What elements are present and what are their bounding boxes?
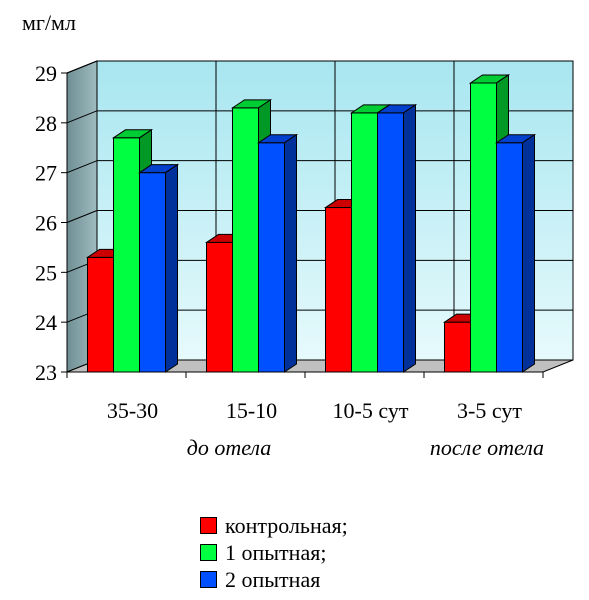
group-label-before: до отела [187,435,272,460]
y-tick-label: 24 [35,310,57,335]
legend-item-experimental-2: 2 опытная [200,566,348,593]
bar-front [377,112,404,373]
unit-label: мг/мл [22,10,76,35]
bar-side [165,163,178,373]
bar-front [325,207,352,373]
bar-front [87,256,114,373]
bar-side [522,133,535,373]
x-tick-label: 15-10 [226,398,277,423]
gridline-side [66,210,98,223]
y-axis-ticks: 23 24 25 26 27 28 29 [35,61,544,385]
gridline-side [66,60,98,74]
legend-label: 1 опытная; [225,539,327,565]
group-label-after: после отела [430,435,544,460]
bar [256,133,299,373]
bar-front [444,321,471,373]
bar-side [403,103,416,373]
legend: контрольная; 1 опытная; 2 опытная [200,512,348,593]
legend-label: 2 опытная [225,566,321,592]
bar-front [206,241,233,373]
y-tick-label: 29 [35,61,57,86]
gridline-side [66,160,98,174]
legend-swatch [200,517,217,534]
bar [375,103,418,373]
bar-front [496,142,523,373]
bar-side [284,133,297,373]
legend-label: контрольная; [225,512,348,538]
bar-front [113,137,140,373]
legend-swatch [200,571,217,588]
bars [85,74,537,373]
gridline-side [66,110,98,124]
legend-swatch [200,544,217,561]
y-tick-label: 28 [35,111,57,136]
y-tick-label: 26 [35,211,57,236]
legend-item-experimental-1: 1 опытная; [200,539,348,566]
legend-item-control: контрольная; [200,512,348,539]
x-tick-label: 3-5 сут [457,398,522,423]
bar-front [470,82,497,373]
bar-front [258,142,285,373]
bar [137,163,180,373]
y-tick-label: 25 [35,260,57,285]
x-tick-label: 35-30 [107,398,158,423]
y-tick-label: 23 [35,360,57,385]
bar-front [351,112,378,373]
x-axis-categories: 35-30 15-10 10-5 сут 3-5 сут [107,398,523,423]
bar [494,133,537,373]
x-tick-label: 10-5 сут [333,398,409,423]
bar-front [232,107,259,373]
y-tick-label: 27 [35,161,57,186]
bar-front [139,172,166,373]
